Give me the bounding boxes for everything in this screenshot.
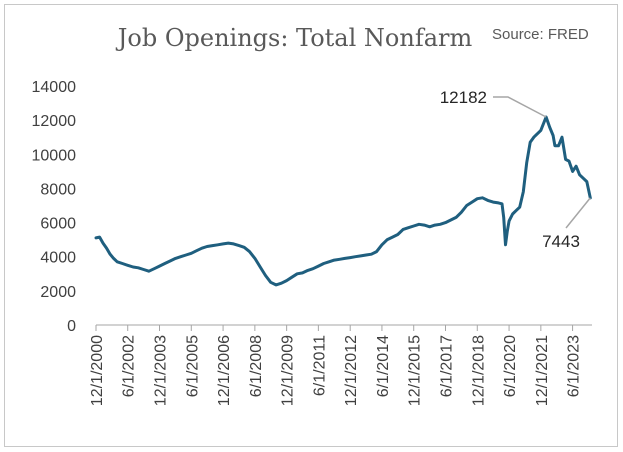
y-tick-label: 8000	[40, 181, 76, 198]
y-tick-label: 2000	[40, 284, 76, 301]
x-tick-label: 12/1/2021	[534, 335, 551, 406]
x-tick-label: 6/1/2020	[502, 335, 519, 397]
x-tick-label: 6/1/2023	[566, 335, 583, 397]
x-tick-label: 6/1/2002	[121, 335, 138, 397]
y-axis: 0 2000 4000 6000 8000 10000 12000 14000	[32, 79, 77, 335]
annotation-leader-latest	[565, 197, 591, 229]
annotation-label-peak: 12182	[440, 88, 487, 107]
series-line-job-openings	[94, 115, 592, 287]
annotation-leader-peak	[493, 96, 547, 118]
chart-frame	[4, 4, 618, 447]
x-tick-label: 12/1/2003	[153, 335, 170, 406]
y-tick-label: 4000	[40, 250, 76, 267]
x-tick-label: 12/1/2006	[216, 335, 233, 406]
y-tick-label: 14000	[32, 79, 77, 96]
chart-title: Job Openings: Total Nonfarm	[117, 24, 473, 52]
y-tick-label: 10000	[32, 147, 77, 164]
annotation-label-latest: 7443	[542, 232, 580, 251]
x-tick-label: 12/1/2015	[407, 335, 424, 406]
x-tick-label: 6/1/2014	[375, 335, 392, 397]
x-tick-label: 6/1/2005	[184, 335, 201, 397]
y-tick-label: 12000	[32, 113, 77, 130]
x-tick-label: 6/1/2011	[311, 335, 328, 396]
x-tick-label: 12/1/2009	[280, 335, 297, 406]
x-tick-label: 6/1/2017	[438, 335, 455, 397]
y-tick-label: 0	[67, 318, 76, 335]
annotations: 12182 7443	[440, 88, 591, 251]
x-tick-label: 12/1/2012	[343, 335, 360, 406]
y-tick-label: 6000	[40, 216, 76, 233]
x-axis: 12/1/2000 6/1/2002 12/1/2003 6/1/2005 12/1/2…	[89, 325, 583, 406]
x-tick-label: 12/1/2018	[470, 335, 487, 406]
x-tick-label: 6/1/2008	[248, 335, 265, 397]
x-tick-label: 12/1/2000	[89, 335, 106, 406]
source-note: Source: FRED	[492, 26, 589, 43]
